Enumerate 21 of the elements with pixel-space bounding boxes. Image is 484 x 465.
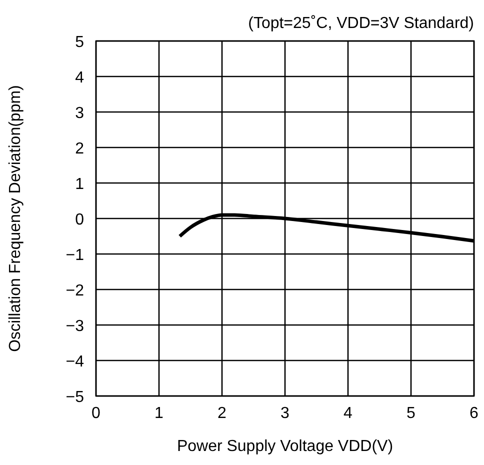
y-tick-label: 1 [75, 176, 84, 193]
y-axis-title: Oscillation Frequency Deviation(ppm) [7, 85, 24, 352]
y-tick-label: −2 [66, 282, 84, 300]
x-tick-label: 5 [406, 405, 416, 422]
x-tick-label: 1 [154, 405, 164, 422]
y-tick-label: 3 [75, 105, 84, 122]
chart-title: (Topt=25˚C, VDD=3V Standard) [248, 15, 474, 32]
y-tick-label: 0 [75, 212, 84, 228]
x-tick-label: 3 [280, 405, 290, 422]
y-tick-label: 2 [75, 140, 84, 158]
y-tick-label: −4 [66, 354, 84, 370]
y-tick-label: 5 [75, 34, 84, 51]
x-tick-label: 6 [470, 405, 479, 422]
y-tick-label: −5 [66, 389, 84, 406]
x-tick-label: 0 [92, 405, 101, 422]
y-tick-label: 4 [75, 70, 84, 86]
x-tick-label: 2 [218, 405, 227, 422]
y-tick-label: −1 [66, 247, 84, 264]
y-tick-label: −3 [66, 318, 84, 335]
x-axis-title: Power Supply Voltage VDD(V) [176, 438, 394, 455]
x-tick-label: 4 [344, 405, 353, 422]
